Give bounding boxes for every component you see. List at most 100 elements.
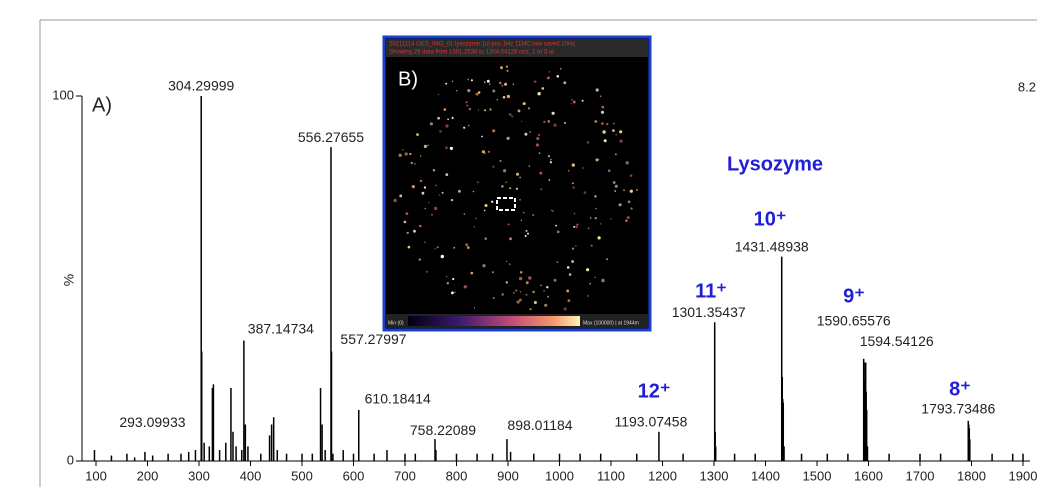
inset-pixel — [419, 224, 422, 228]
inset-pixel — [404, 152, 408, 156]
inset-pixel — [524, 235, 527, 237]
inset-pixel — [614, 190, 617, 192]
inset-pixel — [470, 79, 473, 82]
inset-pixel — [550, 158, 552, 161]
inset-pixel — [475, 92, 479, 96]
inset-pixel — [473, 307, 476, 309]
x-tick-label: 900 — [497, 468, 519, 483]
inset-pixel — [615, 153, 617, 156]
inset-pixel — [509, 187, 512, 190]
x-tick-label: 1100 — [597, 468, 625, 483]
inset-pixel — [449, 146, 453, 150]
colorbar-min: Min (0) — [388, 320, 404, 326]
inset-pixel — [556, 261, 559, 263]
x-tick-label: 100 — [85, 468, 107, 483]
inset-pixel — [606, 122, 609, 126]
inset-pixel — [456, 90, 458, 92]
inset-pixel — [556, 75, 560, 78]
inset-pixel — [451, 116, 454, 119]
inset-pixel — [548, 71, 551, 73]
inset-pixel — [430, 213, 433, 216]
inset-pixel — [478, 91, 481, 94]
inset-pixel — [428, 202, 430, 204]
inset-pixel — [519, 298, 522, 302]
inset-pixel — [472, 190, 475, 193]
inset-pixel — [467, 89, 471, 93]
annotation: Lysozyme — [727, 153, 823, 175]
inset-pixel — [524, 132, 528, 136]
inset-pixel — [463, 213, 465, 215]
inset-pixel — [519, 291, 522, 293]
inset-pixel — [446, 282, 449, 285]
inset-pixel — [587, 227, 590, 230]
inset-pixel — [505, 260, 508, 263]
inset-pixel — [492, 297, 495, 299]
inset-pixel — [586, 268, 590, 272]
inset-pixel — [507, 223, 510, 226]
inset-pixel — [496, 99, 498, 101]
inset-pixel — [520, 219, 522, 221]
inset-pixel — [482, 264, 486, 268]
inset-pixel — [532, 290, 535, 294]
inset-pixel — [463, 285, 467, 289]
inset-pixel — [438, 93, 440, 96]
inset-pixel — [594, 195, 597, 198]
panel-label: A) — [92, 94, 112, 116]
inset-pixel — [399, 194, 403, 198]
inset-pixel — [516, 172, 519, 176]
inset-pixel — [447, 118, 449, 121]
inset-pixel — [506, 136, 510, 140]
inset-pixel — [451, 291, 454, 295]
inset-pixel — [536, 136, 540, 141]
inset-pixel — [567, 299, 571, 302]
inset-pixel — [590, 244, 593, 247]
peak-label: 293.09933 — [119, 414, 185, 430]
inset-pixel — [586, 141, 590, 144]
inset-pixel — [601, 122, 604, 125]
inset-header: Showing 29 data from 1301.2538 to 1304.5… — [389, 50, 554, 56]
inset-pixel — [548, 179, 551, 181]
inset-pixel — [576, 223, 579, 226]
x-tick-label: 1700 — [906, 468, 935, 483]
inset-pixel — [589, 282, 591, 285]
inset-pixel — [509, 237, 512, 241]
inset-pixel — [501, 185, 504, 188]
inset-pixel — [518, 276, 523, 281]
inset-pixel — [445, 146, 448, 150]
inset-pixel — [602, 130, 606, 134]
inset-pixel — [501, 293, 504, 296]
x-tick-label: 1500 — [803, 468, 832, 483]
inset-pixel — [467, 78, 469, 81]
inset-pixel — [484, 81, 486, 83]
inset-pixel — [535, 143, 540, 147]
inset-header: 20211114 OES_IMG_01 lysozyme 1ul pos 1Hz… — [389, 42, 575, 48]
x-tick-label: 500 — [291, 468, 313, 483]
inset-pixel — [510, 115, 514, 118]
inset-pixel — [445, 124, 449, 128]
inset-pixel — [572, 186, 575, 189]
inset-label: B) — [398, 68, 418, 90]
inset-pixel — [600, 223, 602, 225]
x-tick-label: 1200 — [648, 468, 677, 483]
inset-pixel — [626, 216, 630, 220]
inset-pixel — [440, 254, 444, 259]
inset-pixel — [483, 209, 486, 212]
inset-pixel — [595, 88, 599, 92]
inset-pixel — [465, 101, 468, 104]
inset-pixel — [527, 232, 529, 235]
inset-pixel — [499, 81, 502, 85]
inset-pixel — [572, 100, 576, 104]
inset-pixel — [423, 144, 427, 148]
inset-pixel — [516, 300, 520, 304]
inset-pixel — [434, 248, 436, 250]
inset-pixel — [500, 66, 503, 70]
inset-pixel — [484, 204, 488, 207]
annotation: 11⁺ — [695, 280, 727, 302]
inset-pixel — [481, 135, 483, 138]
inset-pixel — [552, 210, 554, 212]
inset-pixel — [515, 187, 519, 190]
inset-pixel — [502, 96, 506, 99]
inset-pixel — [525, 229, 528, 232]
inset: 20211114 OES_IMG_01 lysozyme 1ul pos 1Hz… — [382, 35, 652, 332]
